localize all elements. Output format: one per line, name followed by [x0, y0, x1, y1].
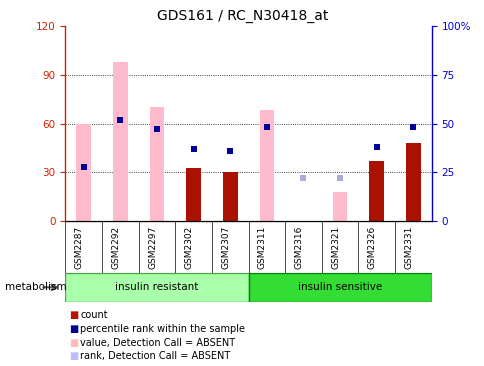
Bar	[405, 143, 420, 221]
Text: count: count	[80, 310, 107, 320]
Text: ■: ■	[69, 351, 79, 362]
Text: GDS161 / RC_N30418_at: GDS161 / RC_N30418_at	[156, 9, 328, 23]
Bar	[65, 273, 248, 302]
Text: GSM2287: GSM2287	[75, 225, 84, 269]
Text: ■: ■	[69, 310, 79, 320]
Point	[408, 124, 416, 130]
Text: GSM2307: GSM2307	[221, 225, 230, 269]
Point	[299, 175, 307, 181]
Point	[226, 148, 234, 154]
Text: insulin sensitive: insulin sensitive	[297, 282, 381, 292]
Text: value, Detection Call = ABSENT: value, Detection Call = ABSENT	[80, 337, 235, 348]
Point	[189, 146, 197, 152]
Text: GSM2292: GSM2292	[111, 225, 120, 269]
Text: GSM2316: GSM2316	[294, 225, 303, 269]
Text: GSM2331: GSM2331	[404, 225, 412, 269]
Text: rank, Detection Call = ABSENT: rank, Detection Call = ABSENT	[80, 351, 230, 362]
Text: ■: ■	[69, 337, 79, 348]
Point	[153, 127, 161, 132]
Bar	[113, 61, 127, 221]
Bar	[332, 192, 347, 221]
Bar	[248, 273, 431, 302]
Point	[335, 175, 343, 181]
Bar	[369, 161, 383, 221]
Point	[116, 117, 124, 123]
Text: insulin resistant: insulin resistant	[115, 282, 198, 292]
Text: ■: ■	[69, 324, 79, 334]
Text: percentile rank within the sample: percentile rank within the sample	[80, 324, 244, 334]
Bar	[186, 168, 200, 221]
Bar	[76, 124, 91, 221]
Point	[80, 164, 88, 169]
Bar	[259, 111, 273, 221]
Point	[262, 124, 270, 130]
Text: GSM2302: GSM2302	[184, 225, 193, 269]
Text: GSM2326: GSM2326	[367, 225, 376, 269]
Point	[372, 144, 380, 150]
Text: metabolism: metabolism	[5, 282, 66, 292]
Bar	[223, 172, 237, 221]
Text: GSM2321: GSM2321	[331, 225, 339, 269]
Text: GSM2297: GSM2297	[148, 225, 157, 269]
Bar	[150, 107, 164, 221]
Text: GSM2311: GSM2311	[257, 225, 266, 269]
